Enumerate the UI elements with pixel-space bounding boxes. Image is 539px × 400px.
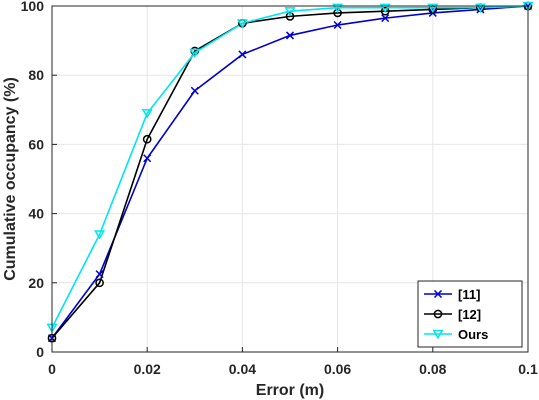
- series-layer: [46, 1, 534, 343]
- x-tick-label: 0: [48, 361, 56, 377]
- legend-label: Ours: [458, 327, 488, 342]
- data-point: [333, 20, 342, 30]
- y-tick-label: 100: [21, 0, 45, 14]
- axis-ticks: 0 0.02 0.04 0.06 0.08 0.1 0 20 40 60 80 100: [21, 0, 538, 377]
- x-axis-label: Error (m): [256, 382, 324, 399]
- data-point: [238, 50, 247, 59]
- y-tick-label: 80: [28, 67, 44, 83]
- data-point: [381, 14, 390, 23]
- x-tick-label: 0.02: [134, 361, 161, 377]
- data-point: [285, 31, 295, 40]
- x-tick-label: 0.08: [419, 361, 446, 377]
- data-point: [94, 230, 106, 240]
- data-point: [143, 154, 152, 163]
- data-point: [333, 8, 342, 18]
- data-point: [284, 7, 296, 17]
- data-point: [332, 3, 344, 13]
- data-point: [379, 3, 391, 13]
- data-point: [142, 134, 152, 144]
- legend-marker: [433, 289, 443, 299]
- x-tick-label: 0.06: [324, 361, 351, 377]
- data-point: [95, 270, 104, 279]
- y-tick-label: 60: [28, 136, 44, 152]
- plot-frame: [51, 5, 529, 353]
- legend-marker: [432, 329, 444, 340]
- y-tick-label: 40: [28, 206, 44, 222]
- y-tick-label: 0: [36, 344, 44, 360]
- legend: [11] [12] Ours: [417, 280, 523, 348]
- data-point: [236, 19, 248, 29]
- data-point: [95, 278, 104, 288]
- data-point: [285, 12, 295, 21]
- data-point: [427, 3, 439, 13]
- data-point: [474, 3, 486, 13]
- legend-label: [12]: [458, 307, 481, 322]
- y-axis-label: Cumulative occupancy (%): [2, 77, 19, 281]
- data-point: [189, 48, 201, 58]
- x-tick-label: 0.04: [229, 361, 256, 377]
- data-point: [141, 109, 153, 119]
- x-tick-label: 0.1: [518, 361, 538, 377]
- data-point: [190, 86, 199, 95]
- y-tick-label: 20: [28, 275, 44, 291]
- series-line-2: [51, 5, 529, 329]
- data-point: [380, 6, 390, 16]
- legend-marker: [433, 309, 443, 319]
- legend-label: [11]: [458, 287, 480, 302]
